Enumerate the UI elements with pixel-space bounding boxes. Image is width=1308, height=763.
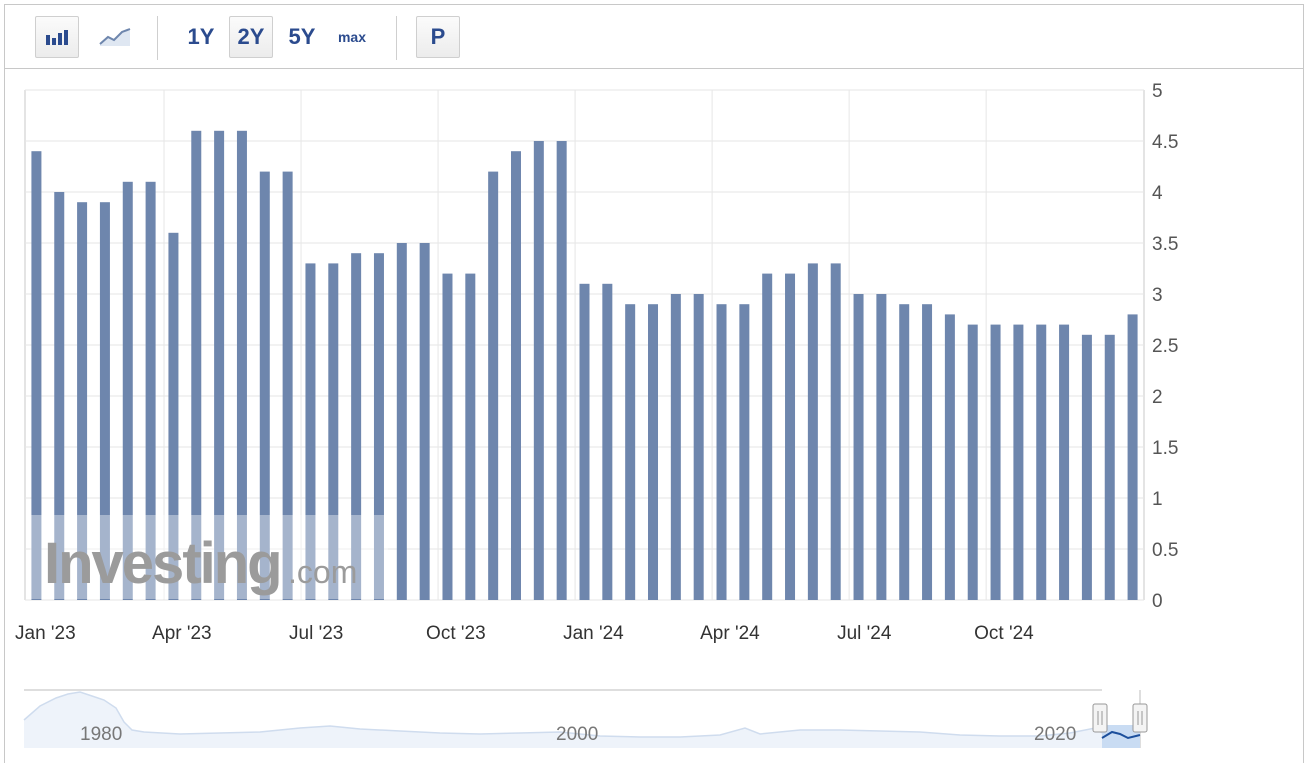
- bar-series: [31, 130, 1138, 601]
- grid: [24, 89, 1145, 601]
- range-1y-button[interactable]: 1Y: [187, 24, 215, 49]
- bar[interactable]: [967, 324, 978, 600]
- bar[interactable]: [876, 294, 887, 600]
- bar[interactable]: [990, 324, 1001, 600]
- y-tick-label: 3.5: [1152, 234, 1178, 255]
- x-tick-label: Oct '23: [426, 623, 486, 644]
- bar[interactable]: [351, 253, 362, 600]
- bar[interactable]: [305, 263, 316, 600]
- bar[interactable]: [648, 304, 659, 600]
- svg-text:2000: 2000: [556, 724, 598, 745]
- bar[interactable]: [1036, 324, 1047, 600]
- bar[interactable]: [122, 181, 133, 601]
- range-max-button[interactable]: max: [337, 29, 367, 45]
- bar[interactable]: [1127, 314, 1138, 600]
- bar[interactable]: [785, 273, 796, 600]
- x-tick-label: Jul '23: [289, 623, 343, 644]
- bar[interactable]: [282, 171, 293, 600]
- x-tick-label: Jan '24: [563, 623, 624, 644]
- y-tick-label: 4.5: [1152, 132, 1178, 153]
- range-2y-button[interactable]: 2Y: [229, 16, 273, 58]
- range-5y-button[interactable]: 5Y: [288, 24, 316, 49]
- navigator-left-handle[interactable]: [1092, 703, 1108, 733]
- y-tick-label: 1.5: [1152, 438, 1178, 459]
- bar[interactable]: [31, 151, 42, 600]
- y-tick-label: 2.5: [1152, 336, 1178, 357]
- p-button[interactable]: P: [416, 16, 460, 58]
- bar[interactable]: [465, 273, 476, 600]
- line-chart-button[interactable]: [93, 16, 137, 58]
- bar[interactable]: [99, 202, 110, 600]
- bar[interactable]: [510, 151, 521, 600]
- bar[interactable]: [716, 304, 727, 600]
- x-axis: Jan '23 Apr '23 Jul '23 Oct '23 Jan '24 Apr '…: [15, 623, 1034, 644]
- bar[interactable]: [145, 181, 156, 601]
- bar[interactable]: [1013, 324, 1024, 600]
- bar[interactable]: [1059, 324, 1070, 600]
- toolbar-divider: [157, 16, 158, 60]
- bar-chart-icon: [46, 30, 68, 45]
- bar-chart-button[interactable]: [35, 16, 79, 58]
- navigator[interactable]: 1980 2000 2020: [23, 689, 1148, 748]
- bar[interactable]: [602, 283, 613, 600]
- bar[interactable]: [54, 192, 65, 600]
- bar[interactable]: [922, 304, 933, 600]
- bar[interactable]: [191, 130, 202, 601]
- y-axis: 0 0.5 1 1.5 2 2.5 3 3.5 4 4.5 5: [1152, 81, 1178, 612]
- bar[interactable]: [214, 130, 225, 601]
- bar[interactable]: [259, 171, 270, 600]
- y-tick-label: 2: [1152, 387, 1163, 408]
- bar[interactable]: [1104, 334, 1115, 600]
- svg-text:.com: .com: [288, 554, 357, 590]
- chart-frame: 1Y 2Y 5Y max P: [4, 4, 1304, 763]
- x-tick-label: Apr '23: [152, 623, 212, 644]
- x-tick-label: Oct '24: [974, 623, 1034, 644]
- bar[interactable]: [77, 202, 88, 600]
- toolbar-divider: [396, 16, 397, 60]
- x-tick-label: Apr '24: [700, 623, 760, 644]
- y-tick-label: 5: [1152, 81, 1163, 102]
- x-tick-label: Jul '24: [837, 623, 892, 644]
- bar[interactable]: [373, 253, 384, 600]
- svg-text:1980: 1980: [80, 724, 122, 745]
- svg-text:Investing: Investing: [44, 531, 281, 596]
- bar[interactable]: [168, 232, 179, 601]
- bar[interactable]: [625, 304, 636, 600]
- bar[interactable]: [533, 141, 544, 600]
- chart-toolbar: 1Y 2Y 5Y max P: [5, 5, 1303, 69]
- bar[interactable]: [944, 314, 955, 600]
- y-tick-label: 3: [1152, 285, 1163, 306]
- bar[interactable]: [1081, 334, 1092, 600]
- bar[interactable]: [807, 263, 818, 600]
- bar[interactable]: [693, 294, 704, 600]
- bar[interactable]: [442, 273, 453, 600]
- navigator-selection[interactable]: [1102, 725, 1140, 748]
- bar[interactable]: [396, 243, 407, 600]
- bar[interactable]: [670, 294, 681, 600]
- bar[interactable]: [488, 171, 499, 600]
- y-tick-label: 0: [1152, 591, 1163, 612]
- svg-text:2020: 2020: [1034, 724, 1076, 745]
- bar[interactable]: [236, 130, 247, 601]
- investing-watermark: Investing .com: [30, 515, 388, 599]
- x-tick-label: Jan '23: [15, 623, 76, 644]
- y-tick-label: 1: [1152, 489, 1163, 510]
- line-chart-icon: [99, 28, 131, 46]
- bar[interactable]: [556, 141, 567, 600]
- y-tick-label: 0.5: [1152, 540, 1178, 561]
- bar[interactable]: [853, 294, 864, 600]
- bar[interactable]: [739, 304, 750, 600]
- bar[interactable]: [830, 263, 841, 600]
- bar[interactable]: [328, 263, 339, 600]
- y-tick-label: 4: [1152, 183, 1163, 204]
- navigator-right-handle[interactable]: [1132, 703, 1148, 733]
- bar[interactable]: [579, 283, 590, 600]
- bar[interactable]: [762, 273, 773, 600]
- bar[interactable]: [899, 304, 910, 600]
- bar[interactable]: [419, 243, 430, 600]
